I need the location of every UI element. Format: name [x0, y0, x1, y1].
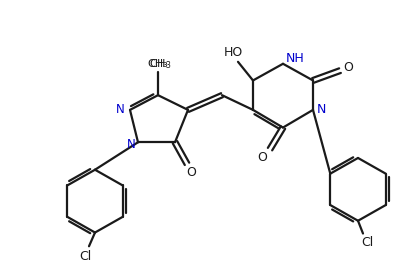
Text: HO: HO — [223, 47, 243, 59]
Text: O: O — [186, 166, 196, 179]
Text: N: N — [126, 138, 135, 151]
Text: Cl: Cl — [79, 250, 91, 262]
Text: NH: NH — [286, 52, 305, 65]
Text: N: N — [316, 103, 326, 117]
Text: CH$_3$: CH$_3$ — [149, 57, 171, 71]
Text: CH₃: CH₃ — [148, 59, 168, 69]
Text: N: N — [116, 103, 124, 117]
Text: Cl: Cl — [361, 236, 373, 249]
Text: O: O — [343, 61, 353, 74]
Text: O: O — [257, 151, 267, 164]
